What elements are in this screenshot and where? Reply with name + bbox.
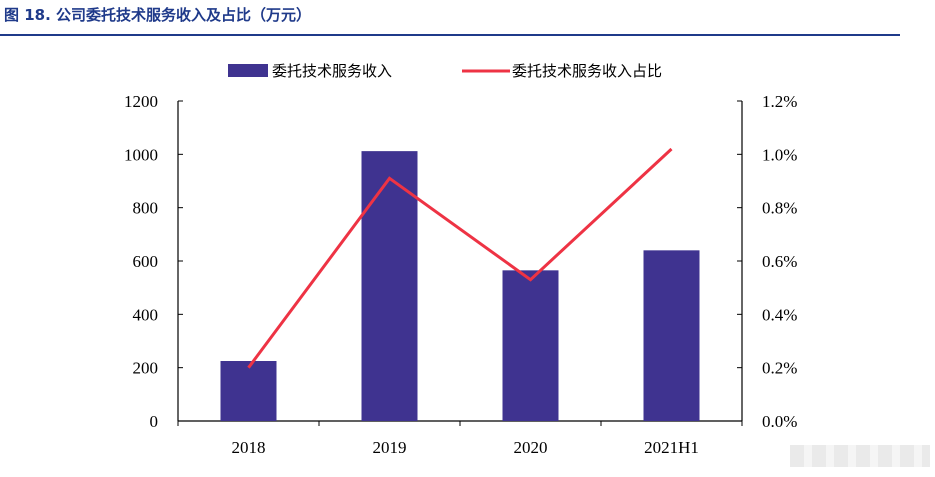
left-tick-label: 1000 [124,145,158,164]
line-path [247,147,673,369]
right-tick-label: 0.0% [762,412,797,431]
x-tick-label: 2018 [232,438,266,457]
legend: 委托技术服务收入 委托技术服务收入占比 [228,62,662,80]
x-tick-label: 2021H1 [644,438,699,457]
bar [361,151,418,421]
x-tick-label: 2019 [373,438,407,457]
right-tick-label: 0.2% [762,359,797,378]
right-tick-label: 0.6% [762,252,797,271]
left-tick-label: 1200 [124,92,158,111]
figure-title: 图 18. 公司委托技术服务收入及占比（万元） [4,6,312,24]
bar [643,250,700,421]
bar-series [220,151,700,421]
watermark [790,445,930,467]
right-tick-label: 1.0% [762,145,797,164]
legend-line-label: 委托技术服务收入占比 [512,62,662,80]
left-tick-label: 800 [133,199,159,218]
right-tick-label: 0.4% [762,305,797,324]
x-tick-label: 2020 [514,438,548,457]
right-tick-label: 1.2% [762,92,797,111]
bar [502,270,559,421]
line-series [247,147,673,369]
left-tick-label: 400 [133,305,159,324]
legend-bar-swatch [228,64,268,77]
right-tick-label: 0.8% [762,199,797,218]
legend-bar-label: 委托技术服务收入 [272,62,392,80]
bar [220,361,277,421]
left-tick-label: 600 [133,252,159,271]
left-tick-label: 0 [150,412,159,431]
title-divider [0,34,900,36]
left-tick-label: 200 [133,359,159,378]
